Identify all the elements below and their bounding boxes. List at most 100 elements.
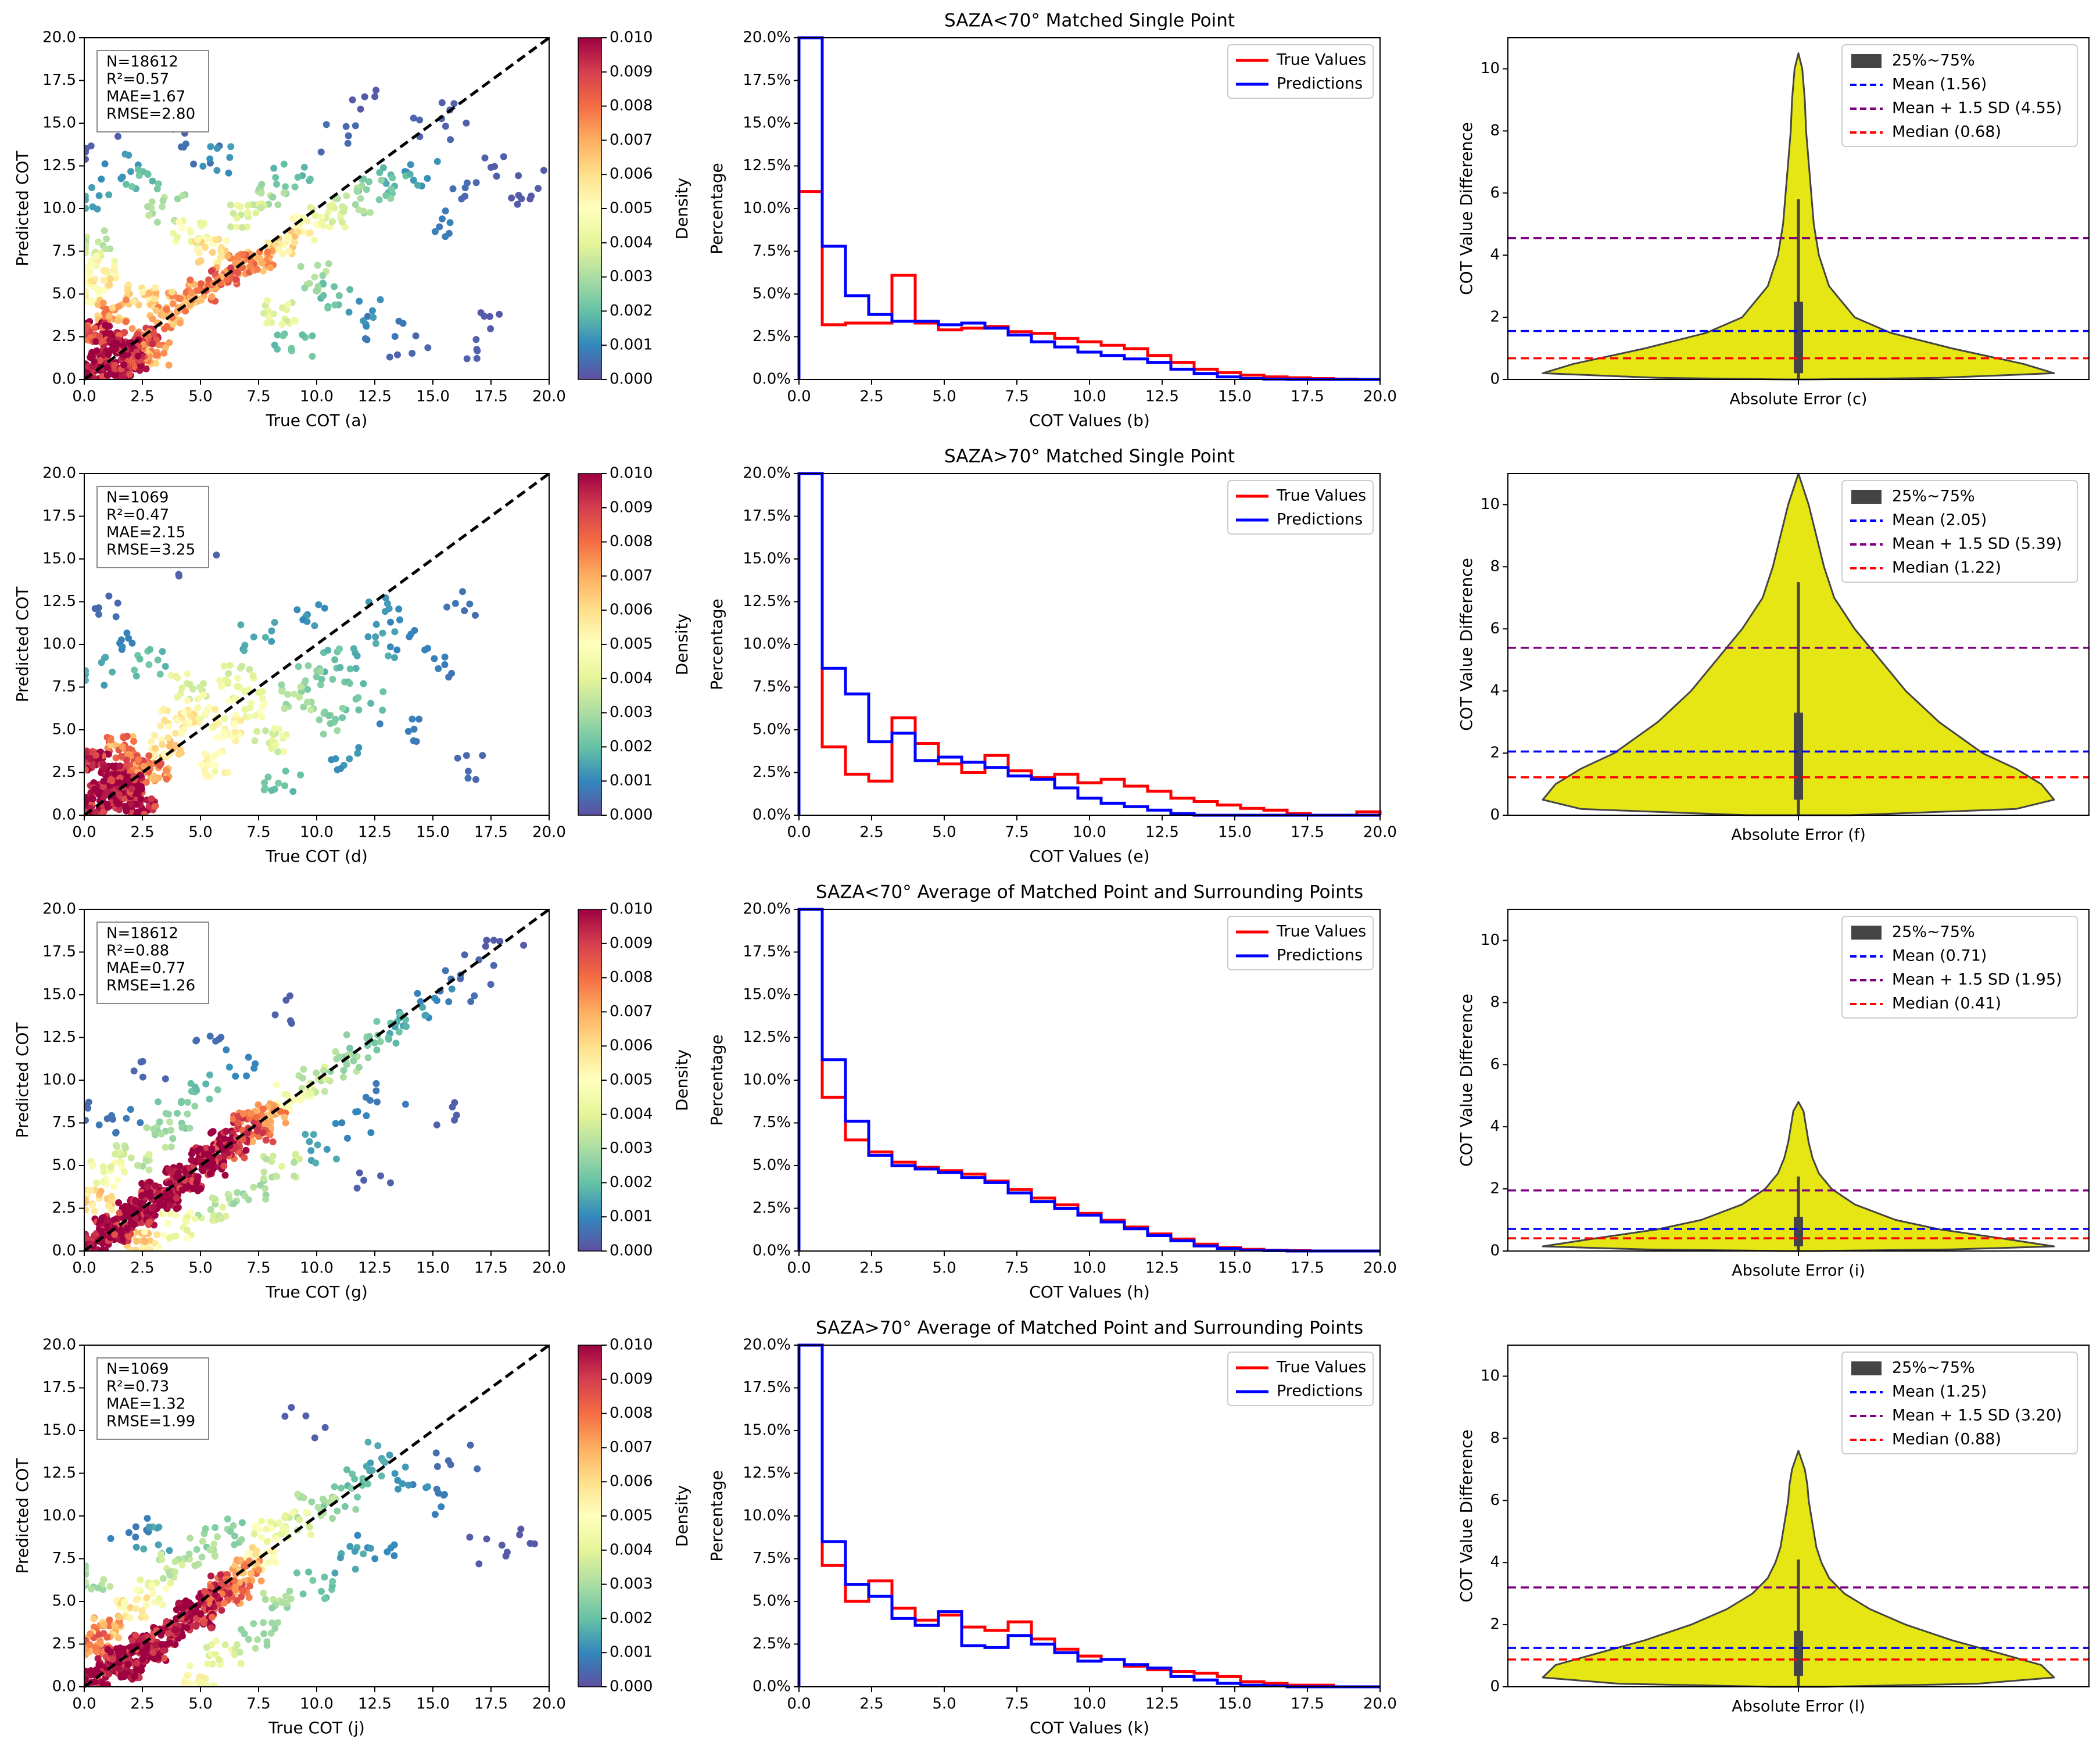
chart-title: SAZA>70° Average of Matched Point and Su… — [816, 1318, 1363, 1339]
scatter-point-46 — [194, 1173, 202, 1181]
scatter-point-26 — [288, 345, 295, 352]
scatter-point-13 — [202, 1525, 209, 1532]
scatter-point-18 — [155, 1098, 162, 1106]
scatter-point-44 — [109, 304, 116, 311]
scatter-point-23 — [272, 741, 279, 748]
scatter-point-24 — [219, 1203, 227, 1211]
scatter-point-27 — [388, 185, 395, 193]
scatter-point-16 — [294, 1490, 302, 1498]
scatter-point-3 — [466, 600, 474, 608]
scatter-point-28 — [116, 1613, 123, 1621]
scatter-point-35 — [91, 1678, 98, 1686]
y-tick-label: 15.0 — [42, 550, 76, 568]
scatter-point-27 — [110, 1183, 118, 1191]
scatter-point-23 — [262, 727, 269, 734]
violin-iqr-box — [1794, 302, 1803, 374]
scatter-point-43 — [178, 1604, 186, 1612]
scatter-point-27 — [107, 1163, 114, 1171]
scatter-point-31 — [130, 737, 138, 745]
scatter-point-20 — [166, 1571, 174, 1579]
scatter-point-2 — [464, 768, 472, 775]
scatter-point-25 — [184, 697, 191, 704]
scatter-point-28 — [144, 203, 151, 210]
scatter-point-23 — [149, 1590, 156, 1597]
scatter-point-15 — [354, 694, 362, 701]
scatter-point-23 — [145, 1166, 153, 1174]
scatter-point-32 — [135, 756, 142, 764]
scatter-point-3 — [461, 607, 468, 614]
scatter-point-1 — [502, 1552, 510, 1560]
scatter-point-8 — [396, 616, 403, 623]
scatter-point-9 — [351, 1547, 359, 1555]
scatter-point-33 — [269, 1138, 277, 1146]
scatter-point-24 — [209, 1194, 216, 1202]
scatter-point-39 — [106, 281, 113, 289]
scatter-point-29 — [175, 750, 182, 758]
scatter-point-26 — [299, 331, 306, 339]
scatter-point-31 — [92, 1644, 99, 1651]
scatter-point-26 — [138, 1607, 146, 1614]
colorbar-tick-label: 0.000 — [610, 1678, 653, 1696]
scatter-point-18 — [329, 676, 336, 683]
scatter-point-56 — [93, 347, 101, 354]
scatter-point-17 — [286, 1587, 293, 1595]
y-tick-label: 5.0% — [752, 721, 791, 739]
scatter-point-12 — [367, 1129, 375, 1137]
scatter-point-22 — [213, 1637, 220, 1645]
scatter-point-8 — [363, 1463, 370, 1470]
scatter-point-3 — [356, 1169, 363, 1177]
scatter-point-27 — [210, 753, 217, 760]
scatter-point-5 — [139, 1073, 146, 1081]
scatter-point-32 — [207, 1572, 214, 1580]
scatter-point-48 — [195, 286, 202, 294]
x-tick-label: 17.5 — [474, 1260, 508, 1277]
scatter-point-34 — [254, 1127, 261, 1135]
scatter-point-10 — [112, 1128, 120, 1136]
scatter-point-18 — [254, 1636, 261, 1643]
scatter-point-36 — [175, 218, 183, 226]
y-tick-label: 4 — [1490, 1554, 1500, 1571]
scatter-point-27 — [201, 750, 209, 758]
scatter-point-33 — [84, 749, 89, 757]
scatter-point-10 — [412, 332, 420, 339]
y-tick-label: 10 — [1481, 1367, 1500, 1385]
y-tick-label: 10.0 — [42, 1071, 76, 1089]
scatter-point-49 — [224, 252, 232, 260]
x-axis-label: Absolute Error (f) — [1731, 826, 1866, 844]
scatter-point-13 — [212, 1524, 219, 1531]
scatter-point-26 — [215, 720, 223, 727]
scatter-point-17 — [260, 1589, 267, 1597]
y-tick-label: 6 — [1490, 1492, 1500, 1509]
colorbar-tick-label: 0.003 — [610, 268, 653, 285]
scatter-point-15 — [363, 336, 371, 343]
scatter-point-23 — [123, 181, 130, 188]
scatter-point-29 — [255, 1567, 262, 1573]
scatter-point-23 — [253, 727, 261, 735]
legend-label-0: True Values — [1276, 51, 1366, 69]
scatter-point-40 — [209, 249, 216, 256]
scatter-point-33 — [341, 224, 349, 231]
scatter-point-30 — [280, 189, 288, 196]
scatter-point-40 — [160, 1646, 167, 1654]
scatter-point-13 — [230, 1522, 237, 1529]
scatter-point-6 — [206, 1033, 214, 1040]
colorbar-label: Density — [672, 1485, 691, 1547]
scatter-point-20 — [159, 1575, 167, 1582]
scatter-point-35 — [99, 1680, 107, 1687]
scatter-point-8 — [467, 998, 475, 1005]
scatter-point-22 — [356, 1063, 363, 1071]
scatter-point-20 — [356, 297, 363, 305]
x-tick-label: 7.5 — [1005, 388, 1029, 406]
scatter-point-23 — [144, 171, 152, 178]
scatter-point-20 — [360, 317, 367, 325]
scatter-point-4 — [486, 313, 493, 320]
violin-iqr-box — [1794, 1630, 1803, 1676]
stats-box — [96, 1357, 209, 1440]
scatter-point-48 — [208, 293, 216, 300]
scatter-point-0 — [213, 551, 220, 559]
colorbar-tick-label: 0.001 — [610, 1644, 653, 1661]
scatter-point-31 — [133, 1238, 141, 1245]
scatter-point-20 — [307, 706, 315, 714]
legend-label-1: Predictions — [1277, 1382, 1363, 1400]
panel-b: 0.0 2.5 5.0 7.5 10.0 12.5 15.0 17.5 20.0 0.0% 2.5%… — [707, 10, 1397, 431]
